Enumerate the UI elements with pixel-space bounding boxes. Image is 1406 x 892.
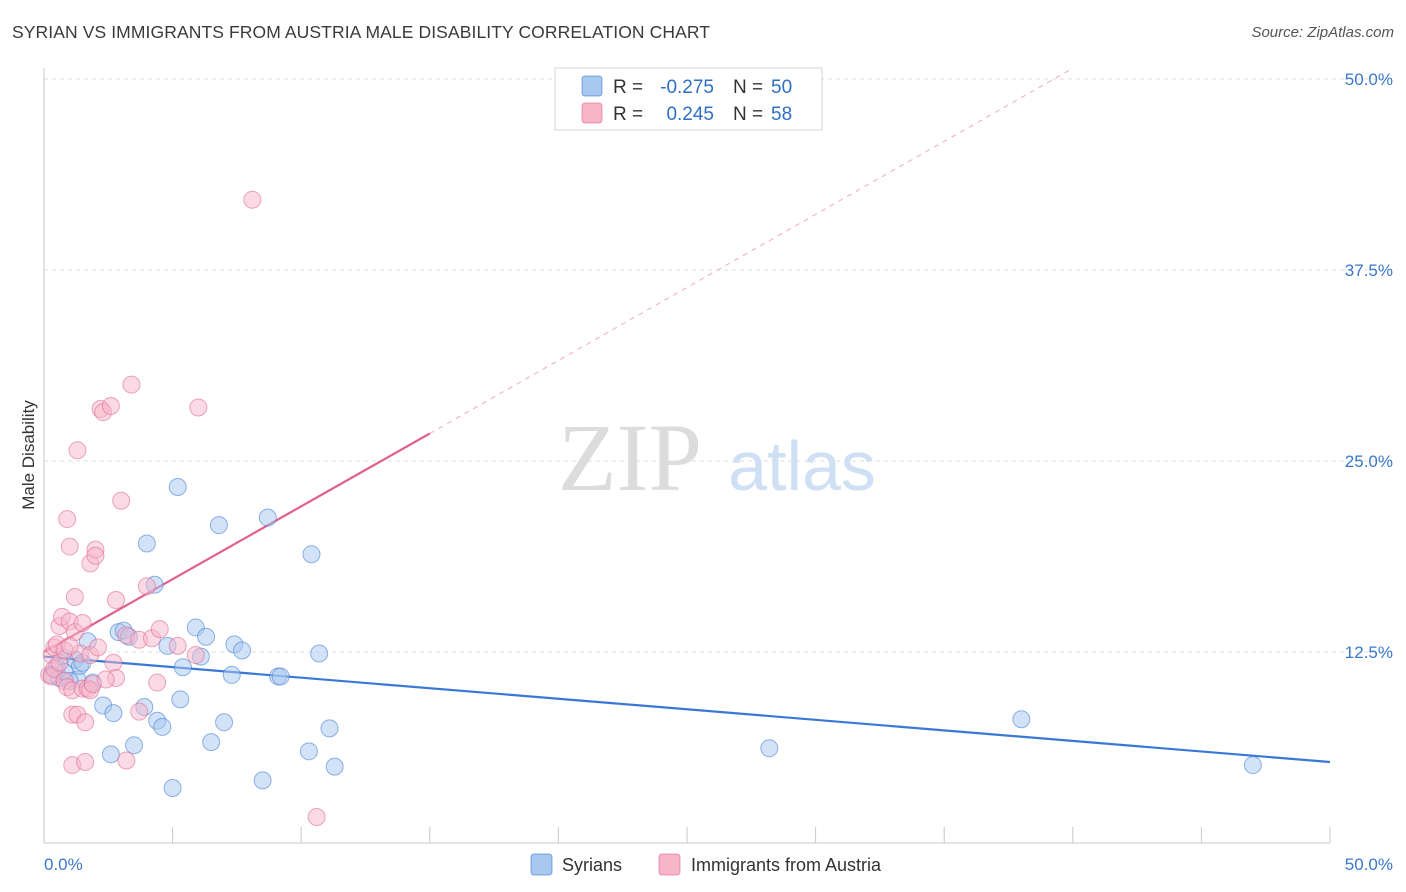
point-s0-17 bbox=[125, 736, 144, 755]
trend-extension-1 bbox=[429, 67, 1074, 435]
point-s0-33 bbox=[215, 713, 234, 732]
bottom-legend-swatch-austria bbox=[658, 853, 681, 876]
point-s0-42 bbox=[302, 545, 321, 564]
point-s1-56 bbox=[96, 670, 115, 689]
x-tick-label-min: 0.0% bbox=[44, 855, 83, 874]
watermark-atlas: atlas bbox=[728, 427, 876, 505]
point-s0-37 bbox=[253, 771, 272, 790]
trend-lines bbox=[43, 67, 1331, 764]
point-s1-25 bbox=[76, 713, 95, 732]
point-s0-45 bbox=[325, 757, 344, 776]
point-s0-40 bbox=[271, 667, 290, 686]
point-s0-26 bbox=[171, 690, 190, 709]
y-tick-label-1: 25.0% bbox=[1345, 452, 1393, 471]
point-s0-47 bbox=[1012, 710, 1031, 729]
y-tick-label-2: 37.5% bbox=[1345, 261, 1393, 280]
legend-n-value-1: 58 bbox=[771, 104, 792, 125]
point-s0-34 bbox=[222, 665, 241, 684]
point-s0-41 bbox=[299, 742, 318, 761]
legend-r-value-0: -0.275 bbox=[660, 77, 714, 98]
axes bbox=[43, 68, 1331, 844]
point-s1-57 bbox=[60, 636, 79, 655]
point-s1-13 bbox=[60, 537, 79, 556]
point-s0-13 bbox=[104, 704, 123, 723]
legend-r-label-0: R = bbox=[613, 77, 643, 98]
point-s1-26 bbox=[76, 753, 95, 772]
point-s1-47 bbox=[137, 577, 156, 596]
legend-r-label-1: R = bbox=[613, 104, 643, 125]
series-legend: Syrians Immigrants from Austria bbox=[530, 853, 882, 876]
trend-line-0 bbox=[43, 655, 1331, 764]
point-s0-27 bbox=[173, 658, 192, 677]
point-s0-46 bbox=[760, 739, 779, 758]
point-s1-41 bbox=[112, 491, 131, 510]
point-s1-55 bbox=[307, 808, 326, 827]
gridlines bbox=[44, 78, 1393, 653]
point-s1-50 bbox=[150, 620, 169, 639]
point-s1-38 bbox=[104, 653, 123, 672]
chart-title: SYRIAN VS IMMIGRANTS FROM AUSTRIA MALE D… bbox=[12, 22, 711, 42]
y-tick-label-0: 12.5% bbox=[1345, 643, 1393, 662]
bottom-legend-swatch-syrians bbox=[530, 853, 553, 876]
point-s1-39 bbox=[107, 591, 126, 610]
point-s1-53 bbox=[189, 398, 208, 417]
point-s1-21 bbox=[68, 441, 87, 460]
legend-r-value-1: 0.245 bbox=[666, 104, 714, 125]
legend-n-label-0: N = bbox=[733, 77, 763, 98]
point-s0-30 bbox=[197, 627, 216, 646]
point-s1-43 bbox=[117, 751, 136, 770]
point-s0-43 bbox=[310, 644, 329, 663]
point-s0-22 bbox=[153, 717, 172, 736]
point-s0-38 bbox=[258, 508, 277, 527]
point-s1-44 bbox=[122, 375, 141, 394]
y-tick-label-3: 50.0% bbox=[1345, 70, 1393, 89]
point-s0-12 bbox=[101, 745, 120, 764]
source-credit: Source: ZipAtlas.com bbox=[1251, 24, 1394, 41]
stats-legend: R = -0.275 N = 50 R = 0.245 N = 58 bbox=[554, 67, 823, 131]
point-s0-25 bbox=[168, 477, 187, 496]
bottom-legend-label-syrians: Syrians bbox=[562, 855, 622, 875]
point-s1-33 bbox=[86, 546, 105, 565]
x-tick-label-max: 50.0% bbox=[1345, 855, 1393, 874]
point-s1-51 bbox=[168, 636, 187, 655]
point-s1-52 bbox=[186, 646, 205, 665]
bottom-legend-label-austria: Immigrants from Austria bbox=[691, 855, 882, 875]
point-s1-34 bbox=[89, 638, 108, 657]
point-s1-49 bbox=[148, 673, 167, 692]
point-s1-46 bbox=[130, 702, 149, 721]
watermark-zip: ZIP bbox=[558, 404, 702, 511]
point-s1-11 bbox=[58, 510, 77, 529]
point-s0-32 bbox=[209, 516, 228, 535]
point-s0-31 bbox=[202, 733, 221, 752]
point-s0-48 bbox=[1243, 756, 1262, 775]
point-s1-54 bbox=[243, 190, 262, 209]
data-points bbox=[40, 190, 1262, 827]
legend-n-value-0: 50 bbox=[771, 77, 792, 98]
y-axis-label: Male Disability bbox=[19, 400, 38, 510]
legend-n-label-1: N = bbox=[733, 104, 763, 125]
point-s0-36 bbox=[233, 641, 252, 660]
point-s1-18 bbox=[65, 587, 84, 606]
point-s0-19 bbox=[137, 534, 156, 553]
legend-swatch-austria bbox=[581, 102, 603, 124]
point-s0-44 bbox=[320, 719, 339, 738]
y-tick-labels: 12.5% 25.0% 37.5% 50.0% bbox=[1345, 70, 1393, 662]
point-s1-37 bbox=[101, 396, 120, 415]
trend-line-1 bbox=[43, 432, 431, 653]
legend-swatch-syrians bbox=[581, 75, 603, 97]
point-s0-24 bbox=[163, 778, 182, 797]
point-s1-23 bbox=[73, 613, 92, 632]
